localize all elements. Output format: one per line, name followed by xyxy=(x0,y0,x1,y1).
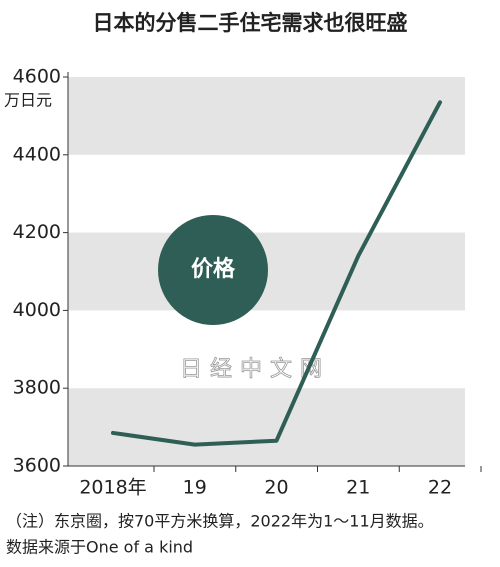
watermark: 日经中文网 xyxy=(180,357,330,382)
chart-title: 日本的分售二手住宅需求也很旺盛 xyxy=(93,11,408,35)
x-tick-label: 2018年 xyxy=(79,477,146,499)
y-tick-label: 4600 xyxy=(13,66,61,88)
footnote: （注）东京圈，按70平方米换算，2022年为1～11月数据。 xyxy=(6,512,434,531)
badge xyxy=(158,215,268,325)
y-tick-label: 4400 xyxy=(13,143,61,165)
legend-label: 价格 xyxy=(191,256,236,282)
line xyxy=(111,100,442,447)
y-tick-label: 4000 xyxy=(13,299,61,321)
y-tick-label: 3800 xyxy=(13,377,61,399)
y-tick-label: 3600 xyxy=(13,455,61,477)
x-tick-label: 20 xyxy=(264,477,288,499)
x-tick-label: 19 xyxy=(183,477,207,499)
y-tick-label: 4200 xyxy=(13,221,61,243)
footnote: 数据来源于One of a kind xyxy=(6,538,193,557)
x-tick-label: 22 xyxy=(428,477,452,499)
x-tick-label: 21 xyxy=(346,477,370,499)
band xyxy=(68,388,465,466)
unit-label: 万日元 xyxy=(4,91,52,110)
band xyxy=(68,77,465,155)
